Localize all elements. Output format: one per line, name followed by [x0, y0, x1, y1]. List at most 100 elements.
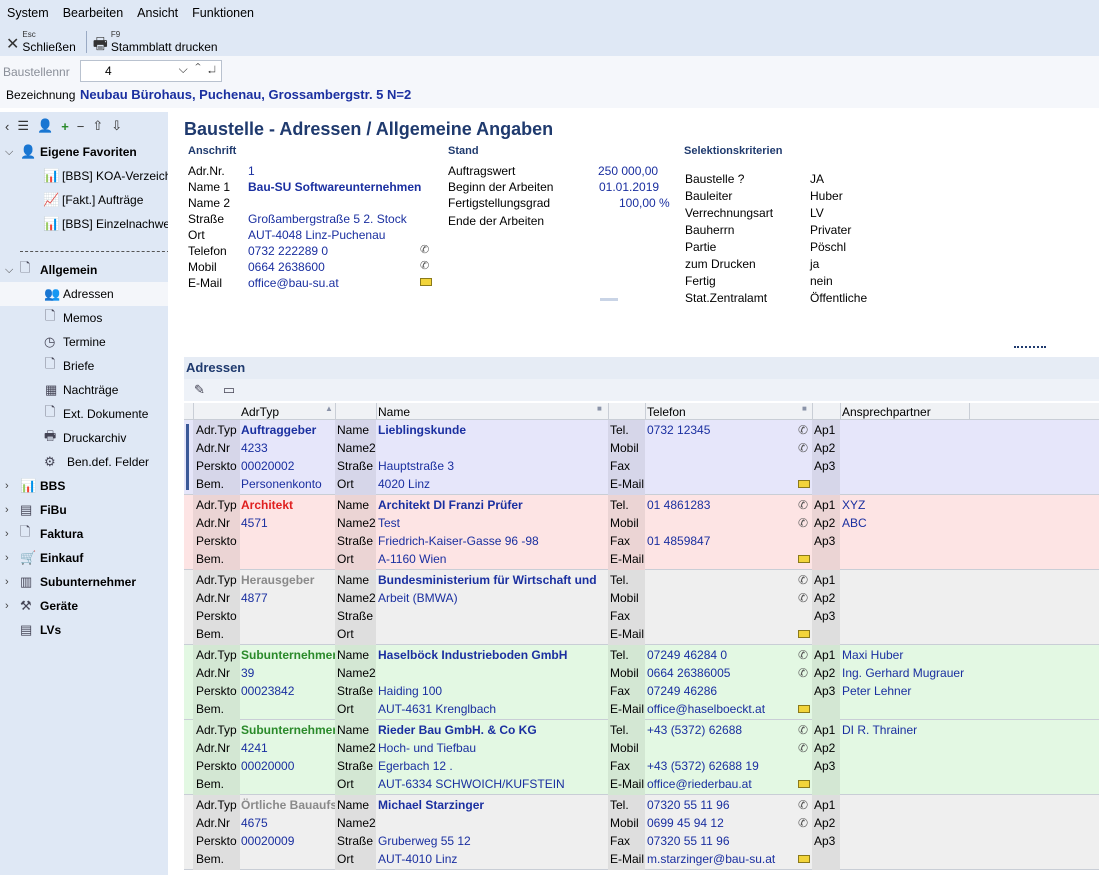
- sidebar-item-nachtraege[interactable]: ▦ Nachträge: [0, 378, 168, 402]
- table-row[interactable]: Adr.Typ Adr.Nr Perskto Bem. Name Name2 Straße O…: [184, 495, 1099, 570]
- selektion-value-bauherrn: Privater: [810, 223, 852, 237]
- card-view-icon[interactable]: ▭: [222, 382, 236, 397]
- phone-icon[interactable]: ✆: [798, 648, 809, 662]
- splitter-handle[interactable]: [600, 298, 618, 301]
- sort-asc-icon[interactable]: ▲: [325, 404, 333, 413]
- phone-icon[interactable]: ✆: [798, 498, 809, 512]
- sidebar-group-bbs[interactable]: › 📊 BBS: [0, 474, 168, 498]
- sidebar-item-einzelnachweis[interactable]: 📊 [BBS] Einzelnachweis: [0, 212, 168, 236]
- sidebar-group-label: Einkauf: [40, 551, 84, 565]
- sidebar-item-auftraege[interactable]: 📈 [Fakt.] Aufträge: [0, 188, 168, 212]
- collapse-icon[interactable]: ‹: [5, 118, 10, 134]
- table-row[interactable]: Adr.Typ Adr.Nr Perskto Bem. Name Name2 Straße O…: [184, 795, 1099, 870]
- row-label-column: [812, 720, 840, 795]
- add-icon[interactable]: +: [61, 118, 69, 134]
- print-stammblatt-button[interactable]: 🖶 F9 Stammblatt drucken: [93, 29, 218, 53]
- sidebar-item-adressen[interactable]: 👥 Adressen: [0, 282, 168, 306]
- bezeichnung-value: Neubau Bürohaus, Puchenau, Grossambergst…: [80, 87, 412, 102]
- sidebar-item-memos[interactable]: 🗋 Memos: [0, 306, 168, 330]
- column-telefon[interactable]: Telefon: [647, 405, 686, 419]
- mail-icon[interactable]: [798, 555, 810, 563]
- baustellennr-input[interactable]: 4 ⌵ ⌃ ↵: [80, 60, 222, 82]
- email-value[interactable]: office@haselboeckt.at: [647, 702, 766, 716]
- table-row[interactable]: Adr.Typ Adr.Nr Perskto Bem. Name Name2 Straße O…: [184, 645, 1099, 720]
- mail-icon[interactable]: [798, 705, 810, 713]
- nav-arrows-icon[interactable]: ⌵ ⌃ ↵: [178, 62, 218, 76]
- sidebar-group-fibu[interactable]: › ▤ FiBu: [0, 498, 168, 522]
- table-row[interactable]: Adr.Typ Adr.Nr Perskto Bem. Name Name2 Straße O…: [184, 420, 1099, 495]
- phone-icon[interactable]: ✆: [798, 591, 809, 605]
- sidebar-item-druckarchiv[interactable]: 🖶 Druckarchiv: [0, 426, 168, 450]
- sidebar-item-briefe[interactable]: 🗋 Briefe: [0, 354, 168, 378]
- sidebar-group-lvs[interactable]: ▤ LVs: [0, 618, 168, 642]
- sidebar-item-termine[interactable]: ◷ Termine: [0, 330, 168, 354]
- mail-icon[interactable]: [798, 480, 810, 488]
- sidebar-group-allgemein[interactable]: ⌵ 🗋 Allgemein: [0, 258, 168, 282]
- email-value[interactable]: office@bau-su.at: [248, 276, 339, 290]
- close-label: Schließen: [22, 40, 76, 54]
- resize-grip[interactable]: [1014, 346, 1046, 348]
- edit-icon[interactable]: ✎: [194, 382, 205, 397]
- phone-icon[interactable]: ✆: [798, 816, 809, 830]
- column-adrtyp[interactable]: AdrTyp: [241, 405, 280, 419]
- sidebar-group-geraete[interactable]: › ⚒ Geräte: [0, 594, 168, 618]
- chevron-right-icon: ›: [5, 528, 9, 540]
- list-icon[interactable]: ☰: [17, 118, 29, 133]
- column-name[interactable]: Name: [378, 405, 411, 419]
- column-ansprechpartner[interactable]: Ansprechpartner: [842, 405, 931, 419]
- selektion-value-fertig: nein: [810, 274, 833, 288]
- name-value: Lieblingskunde: [378, 423, 467, 437]
- selektion-value-baustelle: JA: [810, 172, 825, 186]
- strasse-value: Haiding 100: [378, 684, 443, 698]
- phone-icon[interactable]: ✆: [420, 244, 430, 256]
- sidebar-item-bendef-felder[interactable]: ⚙ Ben.def. Felder: [0, 450, 168, 474]
- phone-icon[interactable]: ✆: [798, 741, 809, 755]
- remove-icon[interactable]: −: [76, 118, 85, 134]
- sidebar-group-subunternehmer[interactable]: › ▥ Subunternehmer: [0, 570, 168, 594]
- phone-icon[interactable]: ✆: [798, 516, 809, 530]
- phone-icon[interactable]: ✆: [420, 260, 430, 272]
- phone-icon[interactable]: ✆: [798, 573, 809, 587]
- menu-ansicht[interactable]: Ansicht: [137, 6, 179, 20]
- sidebar-group-favoriten[interactable]: ⌵ 👤 Eigene Favoriten: [0, 140, 168, 164]
- grid-body: Adr.Typ Adr.Nr Perskto Bem. Name Name2 Straße O…: [184, 420, 1099, 870]
- column-menu-icon[interactable]: ■: [597, 404, 602, 413]
- phone-icon[interactable]: ✆: [798, 666, 809, 680]
- sidebar-item-ext-dokumente[interactable]: 🗋 Ext. Dokumente: [0, 402, 168, 426]
- table-row[interactable]: Adr.Typ Adr.Nr Perskto Bem. Name Name2 Straße O…: [184, 570, 1099, 645]
- column-menu-icon[interactable]: ■: [802, 404, 807, 413]
- row-label: Straße: [337, 534, 374, 548]
- mail-icon[interactable]: [798, 780, 810, 788]
- menu-bearbeiten[interactable]: Bearbeiten: [62, 6, 124, 20]
- sidebar-item-koa[interactable]: 📊 [BBS] KOA-Verzeichnis: [0, 164, 168, 188]
- row-label: Ap1: [814, 423, 836, 437]
- menu-system[interactable]: System: [7, 6, 49, 20]
- row-label: Ap3: [814, 609, 836, 623]
- sidebar-item-label: Nachträge: [63, 383, 119, 397]
- sidebar: ‹ ☰ 👤 + − ⇧ ⇩ ⌵ 👤 Eigene Favoriten 📊 [BB…: [0, 112, 168, 875]
- email-value[interactable]: m.starzinger@bau-su.at: [647, 852, 776, 866]
- mail-icon[interactable]: [420, 278, 432, 286]
- phone-icon[interactable]: ✆: [798, 798, 809, 812]
- sidebar-group-einkauf[interactable]: › 🛒 Einkauf: [0, 546, 168, 570]
- row-label: E-Mail: [610, 552, 645, 566]
- user-icon[interactable]: 👤: [37, 118, 54, 133]
- menu-funktionen[interactable]: Funktionen: [192, 6, 255, 20]
- move-down-icon[interactable]: ⇩: [111, 118, 123, 133]
- email-value[interactable]: office@riederbau.at: [647, 777, 752, 791]
- move-up-icon[interactable]: ⇧: [92, 118, 104, 133]
- phone-icon[interactable]: ✆: [798, 423, 809, 437]
- print-shortcut: F9: [110, 30, 121, 39]
- adressen-title: Adressen: [186, 360, 246, 375]
- phone-icon[interactable]: ✆: [798, 441, 809, 455]
- row-label: Name: [337, 648, 370, 662]
- sidebar-group-faktura[interactable]: › 🗋 Faktura: [0, 522, 168, 546]
- main-content: Baustelle - Adressen / Allgemeine Angabe…: [176, 108, 1099, 875]
- phone-icon[interactable]: ✆: [798, 723, 809, 737]
- close-button[interactable]: ✕ Esc Schließen: [6, 29, 76, 53]
- name1-label: Name 1: [188, 180, 231, 194]
- table-row[interactable]: Adr.Typ Adr.Nr Perskto Bem. Name Name2 Straße O…: [184, 720, 1099, 795]
- mail-icon[interactable]: [798, 855, 810, 863]
- row-label-column: [608, 570, 645, 645]
- mail-icon[interactable]: [798, 630, 810, 638]
